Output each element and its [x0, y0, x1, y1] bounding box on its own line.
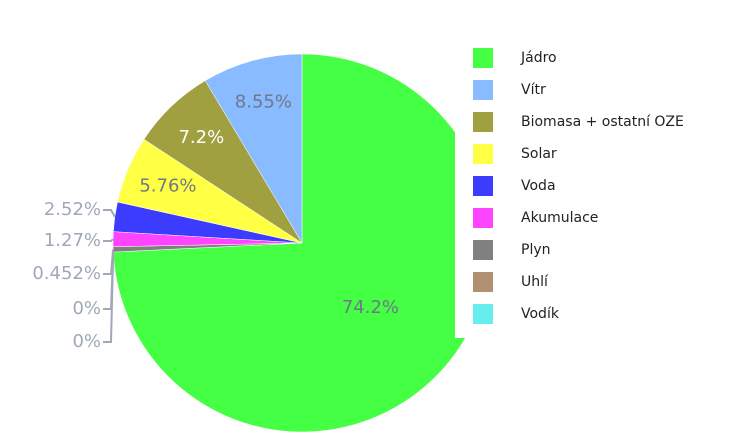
leader-line — [103, 252, 115, 343]
legend-swatch — [473, 304, 493, 324]
slice-label: 8.55% — [235, 92, 292, 113]
legend-swatch — [473, 80, 493, 100]
legend-swatch — [473, 144, 493, 164]
slice-label: 5.76% — [139, 175, 196, 196]
legend-swatch — [473, 176, 493, 196]
legend-label: Vítr — [521, 82, 546, 98]
legend-label: Biomasa + ostatní OZE — [521, 114, 684, 130]
pie-slice — [204, 53, 303, 244]
legend-label: Voda — [521, 178, 556, 194]
leader-line — [103, 209, 116, 218]
legend: Jádro Vítr Biomasa + ostatní OZE Solar Voda A… — [473, 48, 684, 324]
slice-label: 1.27% — [44, 230, 101, 251]
legend-label: Vodík — [521, 306, 560, 322]
legend-bg — [455, 38, 737, 338]
slice-label: 0.452% — [32, 263, 101, 284]
legend-swatch — [473, 240, 493, 260]
legend-label: Akumulace — [521, 210, 598, 226]
legend-swatch — [473, 272, 493, 292]
legend-label: Plyn — [521, 242, 551, 258]
slice-label: 7.2% — [178, 127, 224, 148]
legend-label: Uhlí — [521, 274, 549, 290]
legend-swatch — [473, 112, 493, 132]
leader-line — [103, 238, 114, 242]
legend-swatch — [473, 208, 493, 228]
legend-label: Jádro — [520, 50, 557, 66]
slice-label: 0% — [72, 331, 101, 352]
legend-swatch — [473, 48, 493, 68]
legend-label: Solar — [521, 146, 557, 162]
slice-label: 2.52% — [44, 199, 101, 220]
slice-label: 0% — [72, 298, 101, 319]
slice-label: 74.2% — [342, 297, 399, 318]
